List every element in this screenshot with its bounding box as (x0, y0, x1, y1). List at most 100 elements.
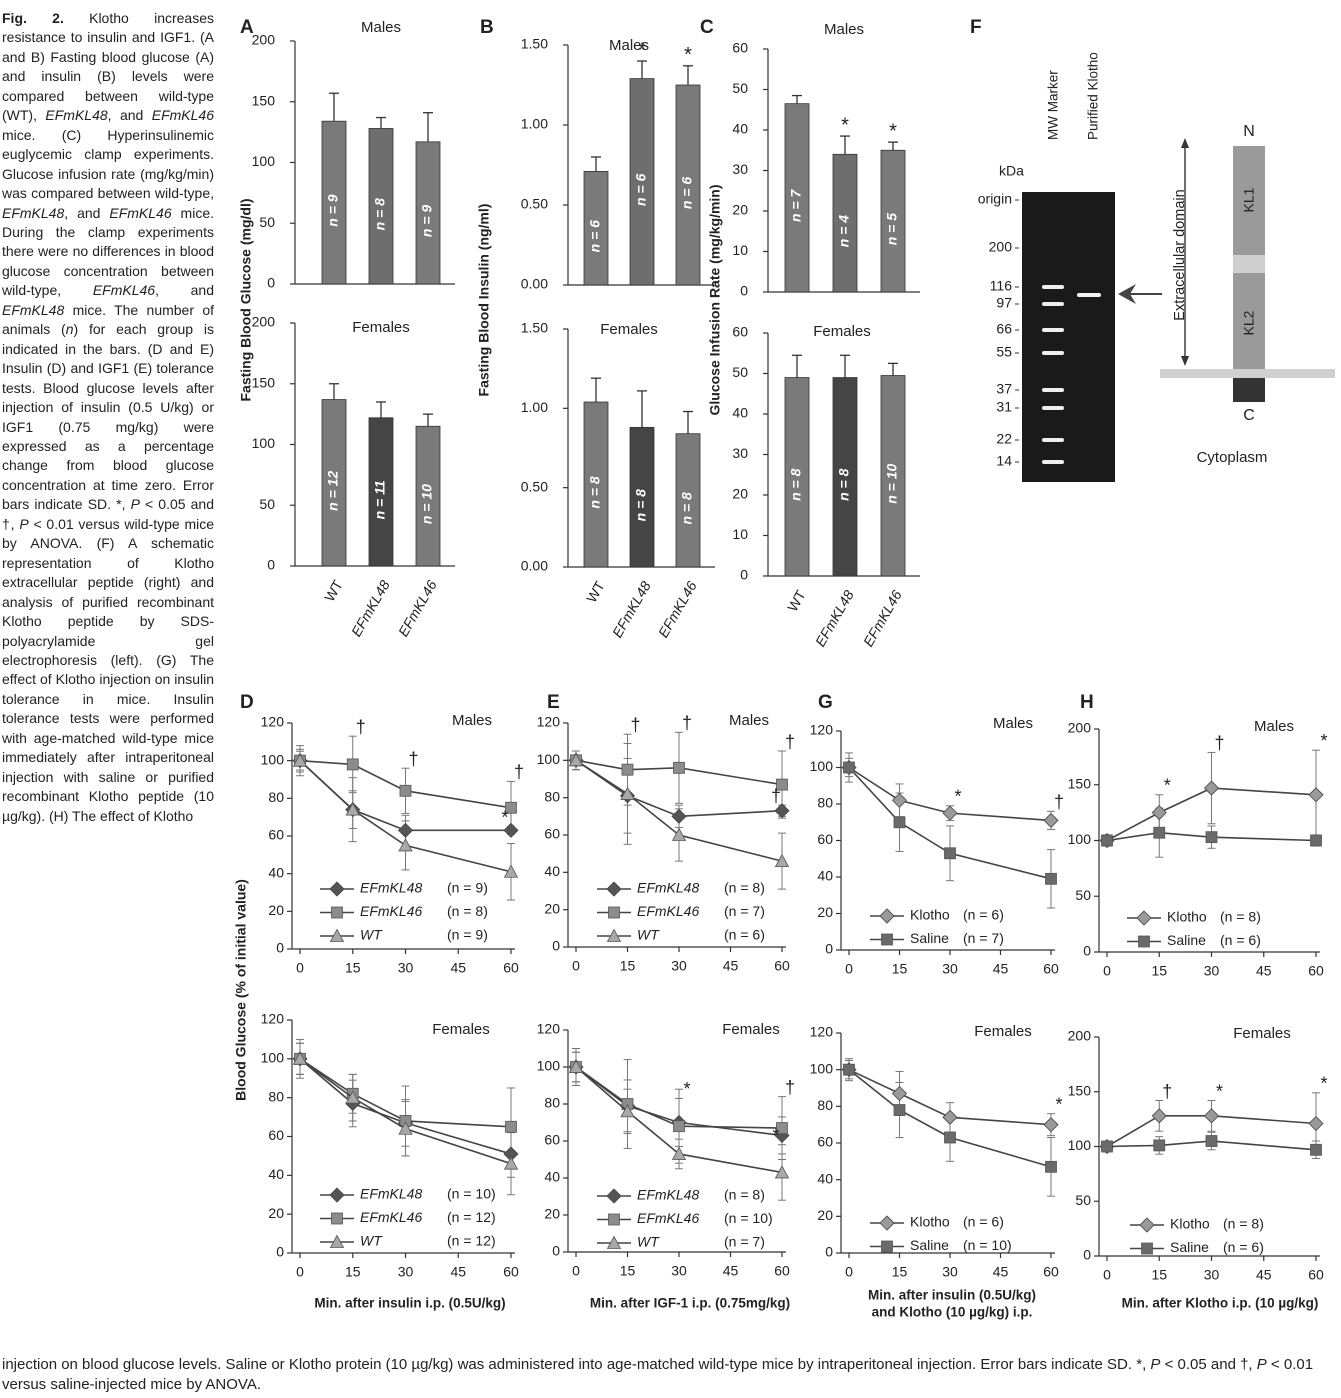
point (1206, 1136, 1217, 1147)
y-tick-label: 20 (268, 902, 284, 918)
point (1046, 1161, 1057, 1172)
y-tick-label: 40 (817, 868, 833, 884)
legend-n: (n = 7) (963, 930, 1004, 946)
y-tick-label: 80 (544, 788, 560, 804)
y-tick-label: 80 (817, 795, 833, 811)
bar-label: n = 10 (419, 484, 435, 524)
y-tick-label: 80 (268, 1088, 284, 1104)
marker-label: 116 (990, 278, 1013, 294)
point (674, 1121, 685, 1132)
panel-title: Females (974, 1023, 1032, 1040)
gel-unit: kDa (999, 163, 1024, 179)
y-tick-label: 60 (817, 831, 833, 847)
x-tick-label: 45 (1256, 1267, 1272, 1283)
y-tick-label: 50 (1075, 887, 1091, 903)
point (622, 764, 633, 775)
y-tick-label: 60 (817, 1134, 833, 1150)
marker-label: 37 (996, 381, 1012, 397)
x-tick-label: 60 (774, 1263, 790, 1279)
significance-mark: † (1054, 792, 1064, 812)
legend-label: EFmKL46 (637, 903, 699, 919)
point (1102, 835, 1113, 846)
point (1205, 1109, 1219, 1123)
x-tick-label: 45 (723, 1263, 739, 1279)
x-tick-label: 0 (572, 958, 580, 974)
bar-label: n = 7 (788, 188, 804, 222)
x-tick-label: EFmKL46 (860, 587, 905, 649)
x-axis-label: and Klotho (10 µg/kg) i.p. (872, 1305, 1033, 1320)
y-tick-label: 100 (261, 751, 285, 767)
x-tick-label: WT (321, 577, 346, 604)
legend-n: (n = 7) (724, 1234, 765, 1250)
y-tick-label: 40 (544, 863, 560, 879)
legend-label: WT (360, 1233, 383, 1249)
x-tick-label: 60 (1043, 961, 1059, 977)
x-tick-label: 15 (345, 960, 361, 976)
legend-marker (882, 934, 893, 945)
significance-mark: * (1320, 731, 1327, 751)
significance-mark: * (889, 120, 897, 142)
legend-label: WT (637, 1234, 660, 1250)
y-tick-label: 200 (1068, 1028, 1092, 1044)
bar-label: n = 9 (325, 194, 341, 227)
x-tick-label: 15 (620, 958, 636, 974)
legend-marker (609, 1214, 620, 1225)
legend-label: EFmKL46 (637, 1210, 699, 1226)
y-tick-label: 50 (259, 214, 275, 230)
y-tick-label: 20 (544, 1206, 560, 1222)
legend-n: (n = 10) (963, 1237, 1012, 1253)
marker-band (1042, 351, 1064, 355)
arrowhead (1181, 356, 1189, 366)
panel-title: Males (609, 37, 649, 54)
x-tick-label: 60 (1043, 1264, 1059, 1280)
significance-mark: † (514, 762, 524, 782)
legend-label: Klotho (910, 1214, 950, 1230)
y-tick-label: 100 (537, 751, 561, 767)
legend-marker (882, 1241, 893, 1252)
bar-label: n = 10 (884, 464, 900, 504)
y-tick-label: 150 (252, 374, 276, 390)
x-tick-label: 15 (1151, 963, 1167, 979)
legend-label: EFmKL46 (360, 903, 422, 919)
caption-text: < 0.05 and †, (1160, 1356, 1256, 1373)
legend-n: (n = 7) (724, 903, 765, 919)
bar-label: n = 8 (836, 468, 852, 501)
point (506, 1121, 517, 1132)
x-tick-label: 45 (1256, 963, 1272, 979)
y-tick-label: 50 (1075, 1192, 1091, 1208)
panel-letter: A (240, 17, 254, 38)
bar-label: n = 6 (633, 173, 649, 206)
legend-marker (880, 909, 894, 923)
x-tick-label: 45 (450, 960, 466, 976)
bar-label: n = 6 (587, 220, 603, 253)
y-tick-label: 10 (732, 242, 748, 258)
x-tick-label: 30 (671, 1263, 687, 1279)
y-axis-label: Blood Glucose (% of initial value) (233, 879, 249, 1101)
y-tick-label: 0.50 (521, 478, 548, 494)
significance-mark: * (841, 114, 849, 136)
terminus: N (1243, 123, 1255, 140)
y-tick-label: 50 (259, 496, 275, 512)
legend-n: (n = 8) (724, 880, 765, 896)
y-tick-label: 40 (732, 121, 748, 137)
caption-text: injection on blood glucose levels. Salin… (2, 1356, 1150, 1373)
x-tick-label: 30 (942, 961, 958, 977)
x-tick-label: 0 (296, 1264, 304, 1280)
legend-label: EFmKL46 (360, 1209, 422, 1225)
point (1311, 1144, 1322, 1155)
y-tick-label: 0 (1083, 943, 1091, 959)
legend-n: (n = 9) (447, 880, 488, 896)
point (673, 829, 686, 841)
x-tick-label: 15 (620, 1263, 636, 1279)
legend-n: (n = 12) (447, 1209, 496, 1225)
y-tick-label: 20 (817, 1207, 833, 1223)
domain-label: KL1 (1241, 187, 1257, 212)
x-tick-label: 15 (892, 961, 908, 977)
legend-n: (n = 8) (447, 903, 488, 919)
gel (1022, 192, 1115, 482)
legend-label: Saline (910, 1237, 949, 1253)
legend-label: EFmKL48 (637, 1187, 699, 1203)
panel-title: Females (813, 323, 871, 340)
figure: 050100150200n = 9n = 8n = 9MalesAFasting… (0, 0, 1341, 1350)
x-tick-label: 30 (398, 1264, 414, 1280)
